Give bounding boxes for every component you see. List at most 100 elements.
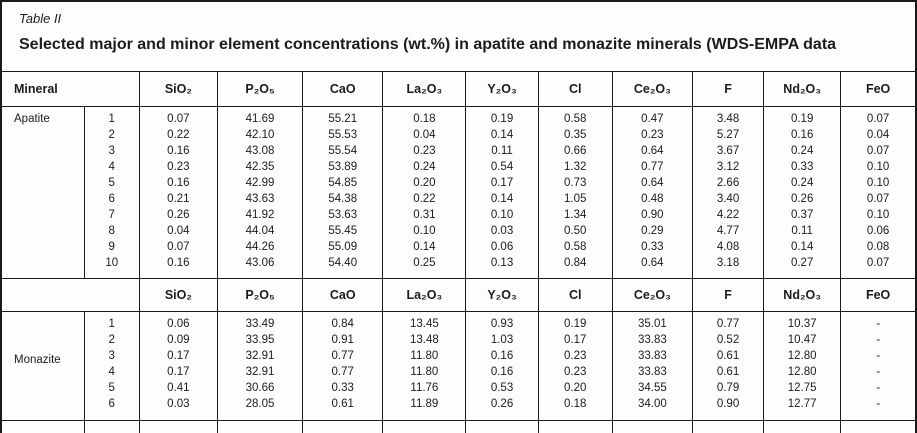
table-row: 3 0.16 43.08 55.54 0.23 0.11 0.66 0.64 3.67 0.24 0… xyxy=(2,143,915,159)
column-header-la2o3: La₂O₃ xyxy=(382,71,466,107)
value-cell: 0.20 xyxy=(537,380,613,396)
value-cell: 5.27 xyxy=(691,127,764,143)
value-cell: 0.93 xyxy=(465,311,539,332)
value-cell: 13.45 xyxy=(382,311,466,332)
value-cell: 0.09 xyxy=(138,332,218,348)
value-cell: 0.10 xyxy=(840,175,915,191)
value-cell: 55.53 xyxy=(302,127,383,143)
sample-number-cell: 8 xyxy=(108,225,115,237)
value-cell: 33.83 xyxy=(611,332,693,348)
value-cell: 43.63 xyxy=(216,191,303,207)
sample-number-cell: 2 xyxy=(108,129,115,141)
stub-cell xyxy=(611,420,693,433)
sample-number-cell: 7 xyxy=(108,209,115,221)
value-cell: 3.12 xyxy=(691,159,764,175)
value-cell: 1.34 xyxy=(537,207,613,223)
table-title-block: Table II Selected major and minor elemen… xyxy=(2,2,915,71)
value-cell: 0.47 xyxy=(611,106,693,127)
column-header-la2o3: La₂O₃ xyxy=(382,278,466,312)
value-cell: 33.49 xyxy=(216,311,303,332)
column-header-cl: Cl xyxy=(537,71,613,107)
monazite-section: Monazite 1 0.06 33.49 0.84 13.45 0.93 0.19 35.01… xyxy=(2,311,915,421)
sample-number-cell: 6 xyxy=(108,193,115,205)
value-cell: 0.17 xyxy=(138,348,218,364)
column-header-feo: FeO xyxy=(840,71,915,107)
value-cell: 2.66 xyxy=(691,175,764,191)
column-header-p2o5: P₂O₅ xyxy=(216,71,303,107)
apatite-section: Apatite 1 0.07 41.69 55.21 0.18 0.19 0.58 0.47 3.… xyxy=(2,106,915,279)
value-cell: 0.11 xyxy=(465,143,539,159)
table-row: 7 0.26 41.92 53.63 0.31 0.10 1.34 0.90 4.22 0.37 0… xyxy=(2,207,915,223)
column-header-f: F xyxy=(691,278,764,312)
value-cell: 0.17 xyxy=(465,175,539,191)
value-cell: 12.77 xyxy=(763,396,841,421)
sample-number-cell: 3 xyxy=(108,350,115,362)
value-cell: 41.92 xyxy=(216,207,303,223)
value-cell: 0.19 xyxy=(537,311,613,332)
table-row: 3 0.17 32.91 0.77 11.80 0.16 0.23 33.83 0.61 12.8… xyxy=(2,348,915,364)
value-cell: 0.22 xyxy=(382,191,466,207)
value-cell: 54.40 xyxy=(302,255,383,279)
column-header-sio2: SiO₂ xyxy=(138,278,218,312)
table-row: 2 0.09 33.95 0.91 13.48 1.03 0.17 33.83 0.52 10.4… xyxy=(2,332,915,348)
value-cell: 0.53 xyxy=(465,380,539,396)
value-cell: 0.37 xyxy=(763,207,841,223)
value-cell: 0.61 xyxy=(691,348,764,364)
value-cell: 0.27 xyxy=(763,255,841,279)
value-cell: 0.22 xyxy=(138,127,218,143)
value-cell: 55.09 xyxy=(302,239,383,255)
value-cell: 3.40 xyxy=(691,191,764,207)
value-cell: 0.35 xyxy=(537,127,613,143)
value-cell: 0.58 xyxy=(537,106,613,127)
value-cell: 0.16 xyxy=(138,255,218,279)
value-cell: - xyxy=(840,396,915,421)
value-cell: 0.77 xyxy=(302,364,383,380)
value-cell: 0.16 xyxy=(465,348,539,364)
value-cell: 0.25 xyxy=(382,255,466,279)
value-cell: 0.64 xyxy=(611,255,693,279)
value-cell: 0.11 xyxy=(763,223,841,239)
value-cell: 0.23 xyxy=(382,143,466,159)
stub-cell xyxy=(2,420,85,433)
table-row: 4 0.23 42.35 53.89 0.24 0.54 1.32 0.77 3.12 0.33 0… xyxy=(2,159,915,175)
value-cell: 0.73 xyxy=(537,175,613,191)
value-cell: 0.50 xyxy=(537,223,613,239)
value-cell: - xyxy=(840,348,915,364)
value-cell: 0.03 xyxy=(465,223,539,239)
value-cell: 0.23 xyxy=(138,159,218,175)
stub-cell xyxy=(537,420,613,433)
value-cell: 0.77 xyxy=(302,348,383,364)
value-cell: 0.66 xyxy=(537,143,613,159)
sample-number-cell: 3 xyxy=(108,145,115,157)
table-row: SiO₂ P₂O₅ CaO La₂O₃ Y₂O₃ Cl Ce₂O₃ F Nd₂O… xyxy=(2,278,915,312)
value-cell: 0.29 xyxy=(611,223,693,239)
value-cell: 0.77 xyxy=(691,311,764,332)
value-cell: 0.48 xyxy=(611,191,693,207)
column-header-y2o3: Y₂O₃ xyxy=(465,278,539,312)
value-cell: 0.17 xyxy=(138,364,218,380)
value-cell: 34.55 xyxy=(611,380,693,396)
value-cell: 0.21 xyxy=(138,191,218,207)
value-cell: 0.79 xyxy=(691,380,764,396)
value-cell: 11.80 xyxy=(382,348,466,364)
sample-number-cell: 1 xyxy=(83,106,140,127)
table-row: 5 0.16 42.99 54.85 0.20 0.17 0.73 0.64 2.66 0.24 0… xyxy=(2,175,915,191)
value-cell: 11.80 xyxy=(382,364,466,380)
value-cell: 10.47 xyxy=(763,332,841,348)
column-header-cl: Cl xyxy=(537,278,613,312)
stub-cell xyxy=(216,420,303,433)
value-cell: 34.00 xyxy=(611,396,693,421)
table-row: 2 0.22 42.10 55.53 0.04 0.14 0.35 0.23 5.27 0.16 0… xyxy=(2,127,915,143)
sample-number-cell: 9 xyxy=(108,241,115,253)
value-cell: 0.04 xyxy=(840,127,915,143)
element-concentration-table: Mineral SiO₂ P₂O₅ CaO La₂O₃ Y₂O₃ Cl Ce₂O… xyxy=(2,71,915,433)
value-cell: 0.26 xyxy=(465,396,539,421)
value-cell: 0.64 xyxy=(611,143,693,159)
stub-cell xyxy=(763,420,841,433)
value-cell: 0.04 xyxy=(382,127,466,143)
value-cell: 4.08 xyxy=(691,239,764,255)
value-cell: 0.16 xyxy=(465,364,539,380)
value-cell: 11.89 xyxy=(382,396,466,421)
value-cell: - xyxy=(840,364,915,380)
value-cell: 0.03 xyxy=(138,396,218,421)
